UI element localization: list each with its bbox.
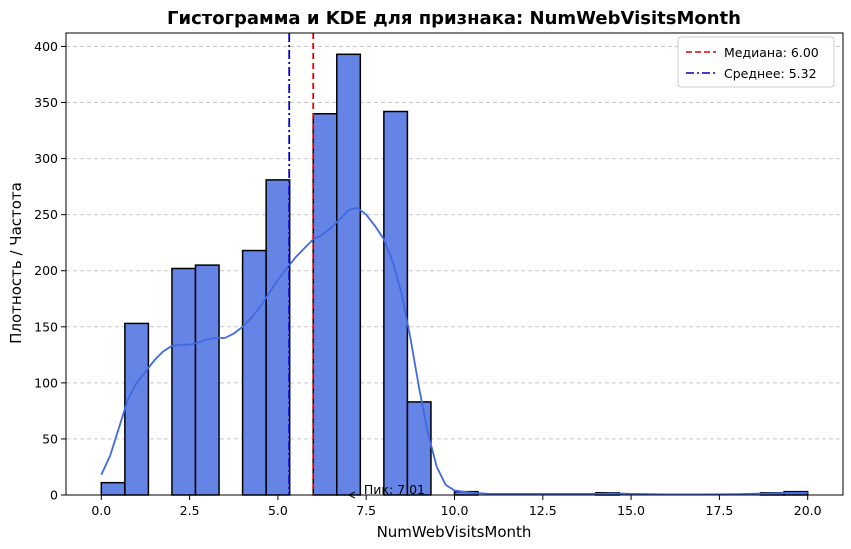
x-tick-label-6: 15.0: [617, 503, 645, 518]
y-tick-label-7: 350: [34, 95, 58, 110]
x-tick-label-3: 7.5: [356, 503, 376, 518]
y-tick-label-5: 250: [34, 207, 58, 222]
histogram-bars: [100, 53, 809, 496]
x-tick-label-5: 12.5: [529, 503, 557, 518]
x-tick-label-2: 5.0: [268, 503, 288, 518]
y-tick-label-3: 150: [34, 319, 58, 334]
x-tick-label-4: 10.0: [441, 503, 469, 518]
legend-mean-label: Среднее: 5.32: [724, 66, 817, 81]
x-tick-label-0: 0.0: [91, 503, 111, 518]
histogram-bar-2: [171, 267, 197, 496]
y-tick-label-1: 50: [42, 431, 58, 446]
x-tick-label-8: 20.0: [794, 503, 822, 518]
x-tick-label-1: 2.5: [180, 503, 200, 518]
x-axis-label: NumWebVisitsMonth: [377, 523, 532, 541]
legend: Медиана: 6.00 Среднее: 5.32: [677, 36, 835, 88]
histogram-bar-5: [265, 179, 291, 496]
x-tick-label-7: 17.5: [705, 503, 733, 518]
legend-median-label: Медиана: 6.00: [724, 45, 819, 60]
y-tick-label-0: 0: [50, 488, 58, 503]
histogram-bar-1: [124, 322, 150, 496]
histogram-bar-4: [241, 249, 267, 496]
kde-curve: [100, 206, 808, 496]
histogram-bar-6: [312, 112, 338, 496]
y-tick-label-6: 300: [34, 151, 58, 166]
peak-annotation-text: Пик: 7.01: [364, 482, 425, 497]
y-axis-label: Плотность / Частота: [7, 182, 25, 344]
y-tick-label-8: 400: [34, 39, 58, 54]
y-tick-label-2: 100: [34, 375, 58, 390]
histogram-bar-7: [336, 53, 362, 496]
histogram-bar-0: [100, 481, 126, 496]
x-axis-ticks: 0.0 2.5 5.0 7.5 10.0 12.5 15.0 17.5 20.0: [91, 495, 822, 518]
y-tick-label-4: 200: [34, 263, 58, 278]
histogram-bar-3: [194, 264, 220, 496]
chart-title: Гистограмма и KDE для признака: NumWebVi…: [167, 8, 741, 29]
y-axis-ticks: 0 50 100 150 200 250 300 350 400: [34, 39, 66, 503]
legend-box: [677, 36, 835, 88]
